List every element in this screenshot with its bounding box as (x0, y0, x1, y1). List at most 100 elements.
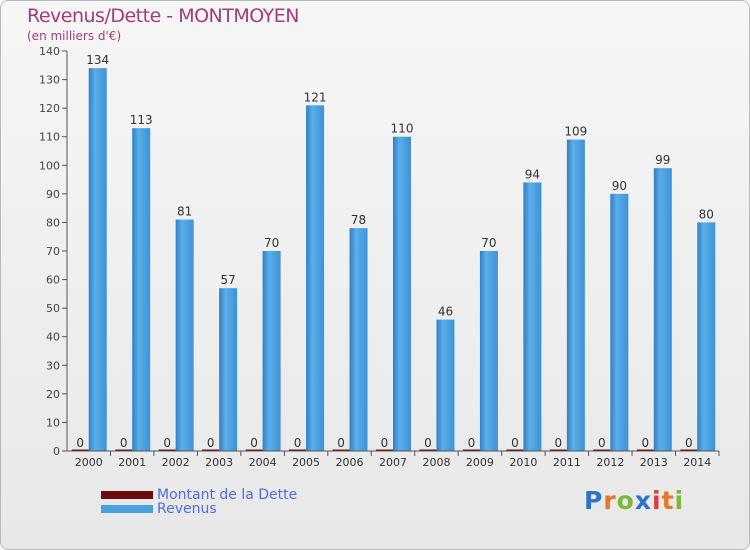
logo-letter: t (661, 486, 675, 515)
data-label-dette: 0 (511, 436, 519, 450)
y-tick-label: 90 (46, 188, 60, 201)
bar-revenus (393, 136, 411, 451)
y-tick-label: 0 (53, 445, 60, 458)
y-axis: 0 10 20 30 40 50 60 70 80 90 100 110 120 130 140 (39, 45, 68, 458)
bar-revenus (653, 168, 672, 451)
data-label-revenus: 57 (220, 273, 235, 287)
data-label-dette: 0 (598, 436, 606, 450)
data-label-dette: 0 (76, 436, 84, 450)
bar-dette (462, 449, 480, 451)
x-tick-label: 2011 (553, 456, 581, 469)
data-label-revenus: 99 (655, 153, 670, 167)
data-label-dette: 0 (381, 436, 389, 450)
data-label-dette: 0 (424, 436, 432, 450)
data-label-revenus: 80 (699, 207, 714, 221)
logo-letter: i (652, 486, 662, 515)
y-tick-label: 110 (39, 131, 60, 144)
data-label-dette: 0 (163, 436, 171, 450)
bar-dette (376, 449, 393, 451)
y-tick-label: 80 (46, 216, 60, 229)
bar-revenus (436, 319, 455, 451)
data-label-revenus: 81 (177, 205, 192, 219)
bar-revenus (479, 251, 498, 451)
y-tick-label: 50 (46, 302, 60, 315)
data-label-dette: 0 (120, 436, 128, 450)
bar-revenus (306, 105, 325, 452)
bar-dette (680, 449, 698, 451)
data-label-revenus: 70 (264, 236, 279, 250)
y-tick-label: 20 (46, 388, 60, 401)
bar-revenus (349, 228, 368, 451)
y-tick-label: 120 (39, 102, 60, 115)
y-tick-label: 30 (46, 359, 60, 372)
x-tick-label: 2009 (466, 456, 494, 469)
data-label-revenus: 70 (481, 236, 496, 250)
y-tick-label: 60 (46, 274, 60, 287)
logo-letter: o (616, 486, 635, 515)
x-tick-label: 2002 (162, 456, 190, 469)
logo-letter: x (634, 486, 652, 515)
data-label-dette: 0 (337, 436, 345, 450)
x-tick-label: 2014 (683, 456, 711, 469)
legend-swatch-revenus (101, 505, 153, 513)
x-tick-label: 2013 (640, 456, 668, 469)
bar-dette (506, 449, 524, 451)
y-tick-label: 100 (39, 159, 60, 172)
bar-dette (245, 449, 263, 451)
data-label-revenus: 46 (438, 305, 453, 319)
logo-letter: r (603, 486, 617, 515)
bar-dette (202, 449, 220, 451)
x-tick-label: 2008 (422, 456, 450, 469)
x-tick-label: 2003 (205, 456, 233, 469)
bar-revenus (88, 68, 107, 452)
data-labels: 0 134 0 113 0 81 0 57 0 70 0 121 0 78 0 110 0 46 0 70 0 94 0 10… (76, 53, 713, 450)
bar-revenus (132, 128, 151, 451)
bar-revenus (262, 251, 281, 451)
bar-revenus (175, 219, 194, 451)
data-label-dette: 0 (641, 436, 649, 450)
chart-title: Revenus/Dette - MONTMOYEN (27, 5, 300, 27)
legend-label-revenus: Revenus (157, 501, 217, 517)
data-label-revenus: 113 (130, 113, 153, 127)
logo-letter: i (674, 486, 685, 515)
data-label-revenus: 109 (564, 125, 587, 139)
logo-letter: P (584, 486, 604, 515)
legend-swatch-dette (101, 491, 153, 499)
data-label-revenus: 94 (525, 167, 540, 181)
data-label-revenus: 121 (304, 90, 327, 104)
data-label-revenus: 110 (391, 122, 414, 136)
bar-dette (115, 449, 133, 451)
bar-revenus (610, 193, 629, 451)
data-label-revenus: 134 (86, 53, 109, 67)
x-tick-label: 2000 (75, 456, 103, 469)
bar-revenus (219, 288, 238, 451)
x-axis: 2000 2001 2002 2003 2004 2005 2006 2007 2008 2009… (67, 450, 720, 469)
y-tick-label: 40 (46, 331, 60, 344)
x-tick-label: 2006 (336, 456, 364, 469)
data-label-revenus: 78 (351, 213, 366, 227)
data-label-dette: 0 (294, 436, 302, 450)
proxiti-logo: Proxiti (584, 486, 684, 515)
data-label-revenus: 90 (612, 179, 627, 193)
x-tick-label: 2012 (596, 456, 624, 469)
data-label-dette: 0 (207, 436, 215, 450)
bars (71, 68, 716, 452)
bar-revenus (523, 182, 542, 451)
data-label-dette: 0 (685, 436, 693, 450)
y-tick-label: 70 (46, 245, 60, 258)
bar-dette (419, 449, 437, 451)
bar-dette (593, 449, 611, 451)
y-tick-label: 130 (39, 74, 60, 87)
x-tick-label: 2004 (249, 456, 277, 469)
bar-dette (289, 449, 307, 451)
legend-label-dette: Montant de la Dette (157, 487, 298, 503)
chart-subtitle: (en milliers d'€) (27, 29, 122, 43)
bar-dette (71, 449, 89, 451)
y-tick-label: 10 (46, 416, 60, 429)
x-tick-label: 2001 (118, 456, 146, 469)
y-tick-label: 140 (39, 45, 60, 58)
bar-dette (549, 449, 567, 451)
bar-revenus (566, 139, 585, 452)
